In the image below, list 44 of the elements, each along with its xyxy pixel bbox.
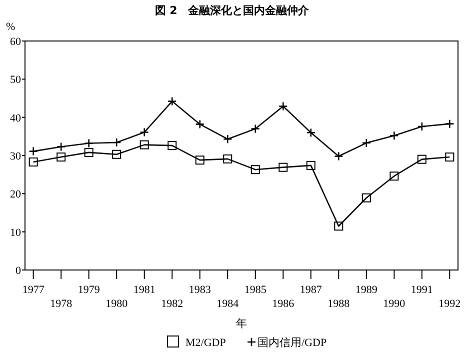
point <box>306 160 316 170</box>
x-tick-label: 1984 <box>216 298 240 310</box>
y-tick-label: 0 <box>16 265 22 277</box>
point <box>28 157 38 166</box>
y-tick-label: 40 <box>10 112 22 124</box>
x-tick-label: 1990 <box>383 298 406 310</box>
y-tick-label: 30 <box>10 150 22 162</box>
point <box>168 141 177 150</box>
point <box>334 222 344 231</box>
x-tick-label: 1988 <box>328 298 350 310</box>
point <box>223 154 232 164</box>
x-tick-label: 1983 <box>188 284 212 296</box>
x-tick-label: 1977 <box>22 284 45 296</box>
x-tick-label: 1979 <box>78 284 100 296</box>
point <box>278 162 288 172</box>
point <box>140 140 149 150</box>
x-axis-title: 年 <box>236 318 247 330</box>
point <box>84 148 94 157</box>
point <box>445 152 454 162</box>
chart-title: 図 2 金融深化と国内金融仲介 <box>154 4 310 17</box>
legend-label: 国内信用/GDP <box>258 336 327 349</box>
y-tick-label: 60 <box>10 36 22 48</box>
x-tick-label: 1986 <box>272 298 295 310</box>
point <box>390 172 399 181</box>
point <box>56 152 66 162</box>
point <box>362 193 371 202</box>
x-tick-label: 1978 <box>50 298 73 310</box>
x-tick-label: 1987 <box>300 284 322 296</box>
x-tick-label: 1985 <box>244 284 267 296</box>
y-tick-label: 10 <box>10 226 22 239</box>
point <box>417 154 426 164</box>
x-tick-label: 1981 <box>133 284 156 296</box>
point <box>112 150 122 159</box>
x-tick-label: 1989 <box>355 284 378 296</box>
y-tick-label: 20 <box>10 188 22 201</box>
y-tick-label: 50 <box>10 74 22 86</box>
y-axis-title: % <box>6 21 16 33</box>
x-tick-label: 1992 <box>438 298 461 310</box>
x-tick-label: 1982 <box>161 298 184 310</box>
x-tick-label: 1991 <box>410 284 433 296</box>
point <box>195 156 204 165</box>
legend-label: M2/GDP <box>186 337 226 349</box>
point <box>250 165 260 174</box>
x-tick-label: 1980 <box>106 298 128 310</box>
